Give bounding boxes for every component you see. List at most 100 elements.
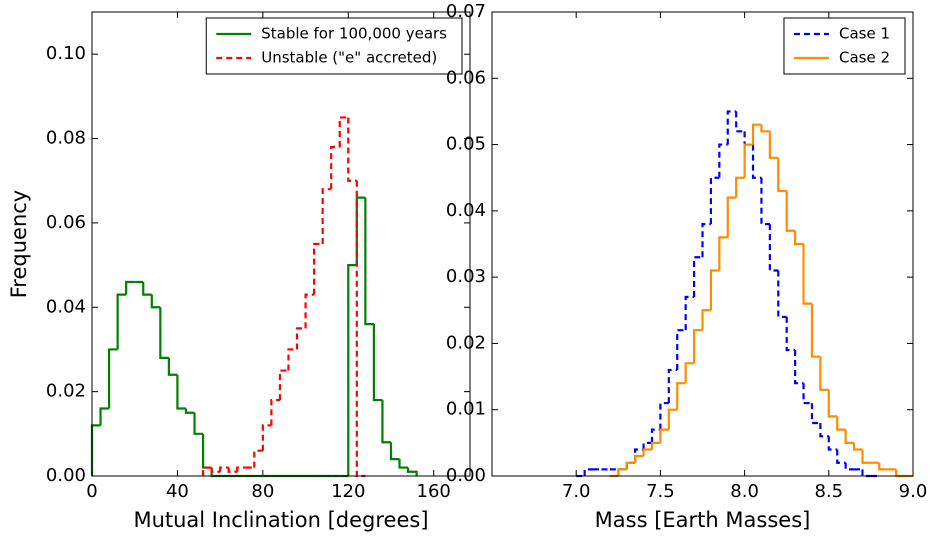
histogram-step <box>827 389 838 418</box>
y-tick-label: 0.10 <box>46 43 86 64</box>
legend-frame <box>205 17 463 75</box>
histogram-step <box>768 224 779 272</box>
histogram-step <box>751 123 762 145</box>
histogram-step <box>861 449 871 464</box>
y-tick-label: 0.08 <box>46 128 86 149</box>
x-tick-label: 160 <box>417 481 451 502</box>
x-tick-label: 7.5 <box>646 481 675 502</box>
histogram-step <box>878 462 888 471</box>
histogram-step <box>583 468 594 476</box>
histogram-step <box>819 356 829 391</box>
histogram-step <box>125 280 135 295</box>
histogram-step <box>667 368 678 404</box>
histogram-step <box>321 188 332 244</box>
histogram-step <box>116 293 127 350</box>
y-tick-label: 0.00 <box>46 465 86 486</box>
histogram-step <box>743 143 754 178</box>
histogram-step <box>295 327 306 350</box>
histogram-step <box>777 270 787 319</box>
histogram-step <box>844 462 855 471</box>
histogram-step <box>150 294 161 309</box>
histogram-step <box>219 466 229 472</box>
histogram-step <box>330 145 340 190</box>
histogram-step <box>777 157 787 193</box>
x-tick-label: 9.0 <box>899 481 928 502</box>
histogram-step <box>270 398 280 426</box>
histogram-step <box>372 324 383 402</box>
histogram-step <box>287 348 298 371</box>
histogram-step <box>667 408 678 430</box>
histogram-step <box>159 307 169 359</box>
histogram-step <box>236 466 246 472</box>
y-tick-label: 0.03 <box>446 266 486 287</box>
histogram-step <box>827 436 838 451</box>
histogram-step <box>364 197 374 326</box>
histogram-step <box>760 124 770 133</box>
y-tick-label: 0.02 <box>446 332 486 353</box>
x-tick-label: 120 <box>331 481 365 502</box>
panel: 0 40 80 120 160 0.00 0.02 0.04 0.06 0.08 0.10 Mutua… <box>7 11 471 532</box>
histogram-step <box>684 362 695 384</box>
plot-frame <box>491 11 914 477</box>
histogram-step <box>99 407 110 426</box>
y-tick-label: 0.06 <box>46 212 86 233</box>
histogram-step <box>676 382 686 410</box>
histogram-step <box>381 400 391 444</box>
y-axis-label: Frequency <box>7 190 31 299</box>
histogram-step <box>709 176 720 225</box>
histogram-step <box>684 295 695 331</box>
histogram-step <box>836 449 846 464</box>
histogram-step <box>701 309 711 331</box>
histogram-step <box>692 329 703 364</box>
histogram-step <box>278 369 289 401</box>
histogram-step <box>313 242 323 295</box>
histogram-step <box>844 429 855 444</box>
legend: Stable for 100,000 years Unstable ("e" ac… <box>205 17 463 75</box>
histogram-step <box>802 383 812 405</box>
histogram-step <box>751 144 762 179</box>
histogram-step <box>676 329 686 370</box>
histogram-step <box>142 281 152 296</box>
histogram-step <box>389 442 400 461</box>
histogram-step <box>659 428 669 443</box>
histogram-step <box>201 466 212 476</box>
histogram-step <box>107 348 118 409</box>
histogram-step <box>810 403 821 425</box>
histogram-step <box>210 467 221 473</box>
y-tick-label: 0.00 <box>446 465 486 486</box>
y-tick-label: 0.04 <box>46 296 86 317</box>
legend-label: Case 2 <box>839 49 890 67</box>
histogram-step <box>347 117 357 182</box>
histogram-step <box>709 269 720 311</box>
histogram-step <box>852 442 863 451</box>
plot-frame <box>91 11 471 477</box>
histogram-step <box>794 350 804 385</box>
histogram-step <box>406 467 418 476</box>
histogram-step <box>701 223 711 258</box>
histogram-step <box>176 374 186 410</box>
histogram-step <box>304 293 315 329</box>
histogram-step <box>768 131 779 159</box>
legend-label: Stable for 100,000 years <box>261 25 447 43</box>
y-tick-label: 0.02 <box>46 381 86 402</box>
histogram-step <box>634 455 644 463</box>
histogram-step <box>735 111 745 133</box>
histogram-step <box>760 177 770 226</box>
histogram-step <box>726 110 737 145</box>
histogram-step <box>726 196 737 238</box>
histogram-step <box>718 236 728 271</box>
x-tick-label: 7.0 <box>562 481 591 502</box>
histogram-step <box>819 422 829 438</box>
histogram-step <box>718 143 728 178</box>
x-tick-label: 0 <box>86 481 97 502</box>
legend-label: Unstable ("e" accreted) <box>261 49 437 67</box>
histogram-step <box>659 401 669 430</box>
plot-area <box>92 12 470 476</box>
x-tick-label: 8.5 <box>814 481 843 502</box>
panel: 7.0 7.5 8.0 8.5 9.0 0.00 0.01 0.02 0.03 0.04 0.05 0… <box>446 1 927 532</box>
histogram-step <box>735 176 745 198</box>
histogram-step <box>617 468 627 476</box>
histogram-step <box>810 303 821 358</box>
histogram-step <box>802 244 812 305</box>
histogram-step <box>642 441 652 450</box>
